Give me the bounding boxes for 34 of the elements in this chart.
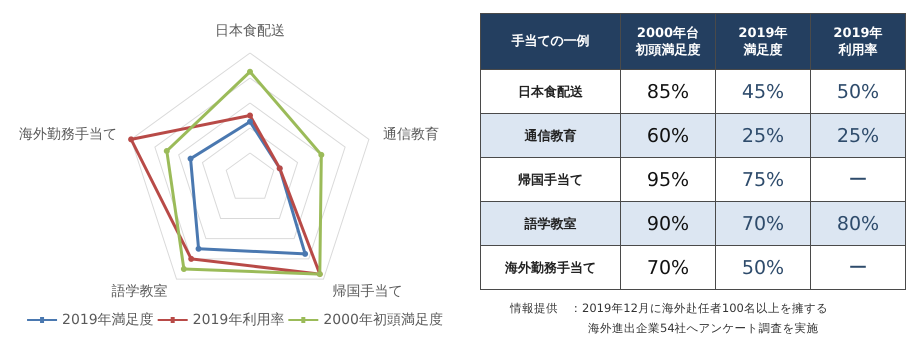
spoke-label: 海外勤務手当て: [18, 126, 117, 143]
spoke-label: 日本食配送: [215, 23, 285, 39]
category-label: 2000年台初頭満足度: [634, 24, 702, 58]
legend-label: 2000年初頭満足度: [323, 312, 443, 328]
text: 手当ての一例: [480, 14, 620, 70]
text: 80%: [836, 212, 880, 234]
text: 25%: [742, 124, 784, 146]
text: 60%: [646, 124, 690, 146]
category-label: 通信教育: [524, 128, 576, 144]
text: 70%: [646, 256, 690, 278]
spoke-label: 帰国手当て: [332, 283, 402, 300]
text: 90%: [646, 212, 690, 234]
legend-label: 2019年満足度: [62, 312, 154, 328]
text: 85%: [646, 80, 690, 102]
text: 情報提供 ：2019年12月に海外赴任者100名以上を擁する: [510, 300, 829, 317]
legend-label: 2019年利用率: [192, 312, 284, 328]
category-label: 帰国手当て: [518, 172, 583, 188]
text: ー: [848, 256, 868, 278]
text: 45%: [742, 80, 784, 102]
text: 95%: [646, 168, 690, 190]
spoke-label: 通信教育: [383, 126, 440, 143]
text: 50%: [836, 80, 880, 102]
category-label: 日本食配送: [518, 84, 583, 100]
category-label: 海外勤務手当て: [505, 260, 596, 276]
text: ー: [848, 168, 868, 190]
text: 25%: [836, 124, 880, 146]
text: 70%: [742, 212, 784, 234]
text: 50%: [742, 256, 784, 278]
spoke-label: 語学教室: [112, 283, 168, 300]
text: 海外進出企業54社へアンケート調査を実施: [588, 320, 820, 337]
category-label: 2019年利用率: [832, 24, 884, 58]
text: 75%: [742, 168, 784, 190]
category-label: 2019年満足度: [737, 24, 789, 58]
category-label: 語学教室: [524, 216, 576, 232]
